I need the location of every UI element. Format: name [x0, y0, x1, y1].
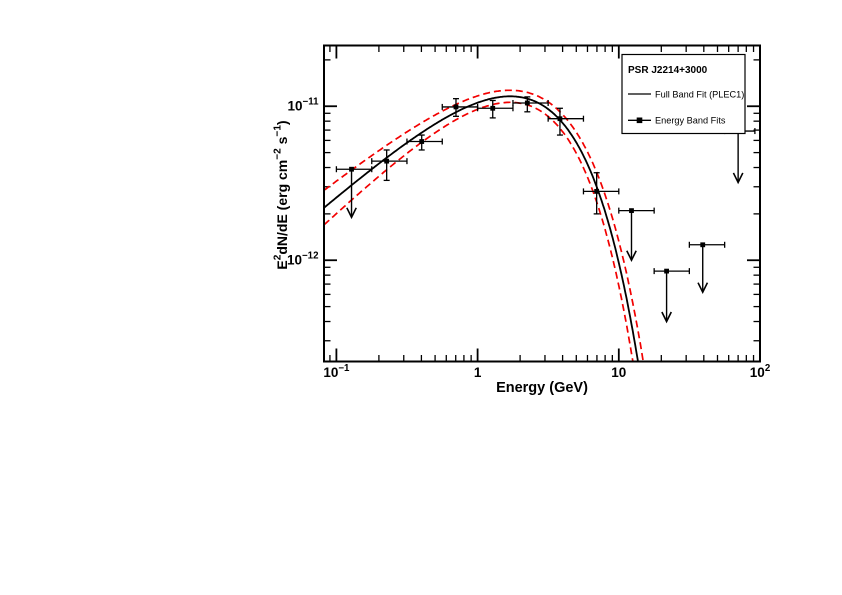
square-marker	[490, 105, 496, 111]
x-tick-label: 1	[474, 365, 482, 380]
y-tick-label: 10−12	[287, 251, 319, 268]
upper-limit	[335, 166, 373, 220]
data-point	[547, 107, 585, 136]
square-marker	[453, 104, 459, 110]
full-band-fit-curve	[324, 95, 639, 362]
data-point	[582, 172, 620, 215]
x-axis-label: Energy (GeV)	[496, 380, 588, 396]
down-arrow-icon	[732, 172, 744, 185]
square-marker	[594, 188, 600, 194]
legend-title: PSR J2214+3000	[628, 65, 708, 76]
down-arrow-icon	[626, 250, 637, 263]
x-tick-label: 102	[750, 363, 771, 380]
fit-uncertainty-lower	[324, 101, 634, 362]
square-marker	[384, 158, 390, 164]
down-arrow-icon	[346, 207, 357, 220]
data-point	[512, 96, 549, 113]
fit-uncertainty-upper	[324, 89, 645, 362]
legend-marker-sample	[636, 117, 643, 124]
upper-limit	[653, 268, 691, 324]
data-point	[371, 149, 408, 182]
upper-limit	[688, 241, 726, 295]
x-tick-label: 10	[611, 365, 626, 380]
legend-entry-label: Energy Band Fits	[655, 116, 726, 126]
square-marker	[557, 116, 563, 122]
square-marker	[419, 139, 425, 144]
plot-frame	[323, 44, 761, 363]
down-arrow-icon	[661, 311, 673, 324]
down-arrow-icon	[697, 282, 709, 295]
y-tick-label: 10−11	[288, 97, 320, 114]
y-axis-label: E2dN/dE (erg cm−2 s−1)	[273, 120, 290, 269]
upper-limit	[618, 207, 655, 263]
legend	[621, 53, 746, 135]
square-marker	[524, 100, 530, 106]
axis-ticks	[324, 45, 761, 362]
data-point	[406, 134, 443, 151]
data-point	[476, 99, 514, 119]
legend-entry-label: Full Band Fit (PLEC1)	[655, 89, 744, 99]
x-tick-label: 10−1	[323, 363, 350, 380]
